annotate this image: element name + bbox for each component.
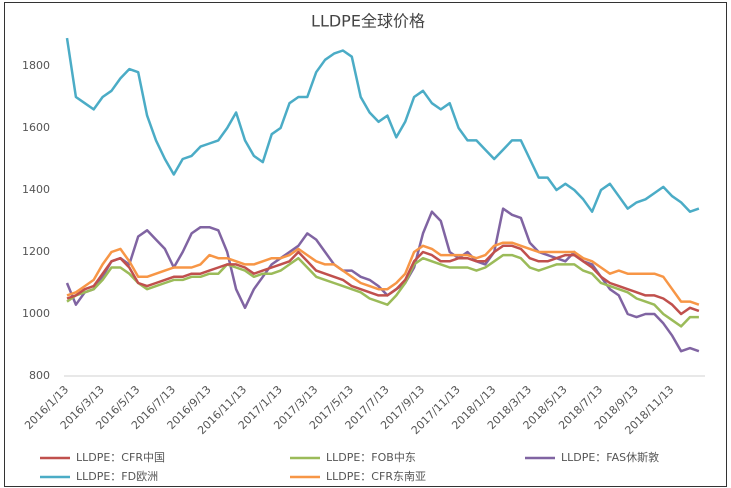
y-tick-label: 1200: [22, 245, 50, 258]
y-tick-label: 1000: [22, 307, 50, 320]
series-line: [66, 241, 700, 306]
series-line: [65, 37, 700, 213]
chart-title: LLDPE全球价格: [311, 12, 425, 31]
series-line: [66, 253, 699, 328]
legend-label: LLDPE：CFR东南亚: [326, 470, 426, 483]
series-line: [66, 244, 700, 316]
y-tick-label: 800: [29, 369, 50, 382]
y-tick-label: 1600: [22, 121, 50, 134]
legend-label: LLDPE：FAS休斯敦: [561, 450, 659, 464]
frame: [4, 2, 727, 487]
y-tick-label: 1400: [22, 183, 50, 196]
y-tick-label: 1800: [22, 59, 50, 72]
legend-label: LLDPE：CFR中国: [76, 451, 165, 464]
series-line: [65, 207, 700, 353]
legend-label: LLDPE：FOB中东: [326, 451, 416, 464]
legend-label: LLDPE：FD欧洲: [76, 470, 158, 483]
